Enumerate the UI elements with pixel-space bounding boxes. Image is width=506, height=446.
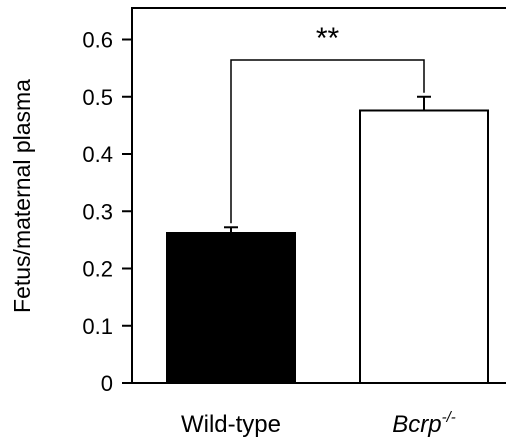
y-tick-label: 0.3 (82, 199, 113, 224)
y-tick-label: 0.4 (82, 142, 113, 167)
bar-bcrp (359, 109, 489, 385)
x-tick-label-wild-type: Wild-type (181, 411, 281, 438)
significance-label: ** (316, 22, 340, 55)
y-axis: 0 0.1 0.2 0.3 0.4 0.5 0.6 (82, 8, 133, 396)
y-tick-label: 0 (101, 371, 113, 396)
y-tick-label: 0.6 (82, 28, 113, 53)
y-tick-label: 0.2 (82, 257, 113, 282)
x-tick-label-bcrp-name: Bcrp (392, 411, 441, 438)
bar-wild-type (166, 232, 296, 384)
y-tick-label: 0.1 (82, 314, 113, 339)
y-axis-label: Fetus/maternal plasma (9, 79, 35, 313)
bars-group (166, 95, 489, 385)
significance-group: ** (230, 22, 425, 224)
significance-bracket (230, 59, 425, 224)
x-tick-label-bcrp-superscript: -/- (442, 409, 456, 426)
x-tick-label-bcrp: Bcrp-/- (392, 409, 456, 438)
y-tick-group: 0 0.1 0.2 0.3 0.4 0.5 0.6 (82, 28, 132, 396)
y-tick-label: 0.5 (82, 85, 113, 110)
